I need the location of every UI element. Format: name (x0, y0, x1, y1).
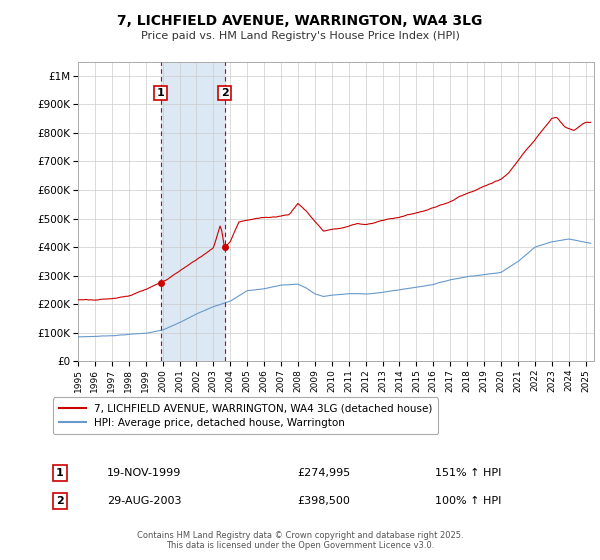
Text: £398,500: £398,500 (298, 496, 350, 506)
Bar (161, 62, 224, 361)
Text: Price paid vs. HM Land Registry's House Price Index (HPI): Price paid vs. HM Land Registry's House … (140, 31, 460, 41)
Text: 29-AUG-2003: 29-AUG-2003 (107, 496, 181, 506)
Text: 2: 2 (221, 88, 229, 98)
Text: £274,995: £274,995 (298, 468, 350, 478)
Legend: 7, LICHFIELD AVENUE, WARRINGTON, WA4 3LG (detached house), HPI: Average price, d: 7, LICHFIELD AVENUE, WARRINGTON, WA4 3LG… (53, 398, 439, 434)
Text: 19-NOV-1999: 19-NOV-1999 (107, 468, 181, 478)
Text: 1: 1 (56, 468, 64, 478)
Text: Contains HM Land Registry data © Crown copyright and database right 2025.
This d: Contains HM Land Registry data © Crown c… (137, 530, 463, 550)
Text: 2: 2 (56, 496, 64, 506)
Text: 7, LICHFIELD AVENUE, WARRINGTON, WA4 3LG: 7, LICHFIELD AVENUE, WARRINGTON, WA4 3LG (118, 14, 482, 28)
Text: 151% ↑ HPI: 151% ↑ HPI (435, 468, 501, 478)
Text: 100% ↑ HPI: 100% ↑ HPI (435, 496, 501, 506)
Text: 1: 1 (157, 88, 164, 98)
